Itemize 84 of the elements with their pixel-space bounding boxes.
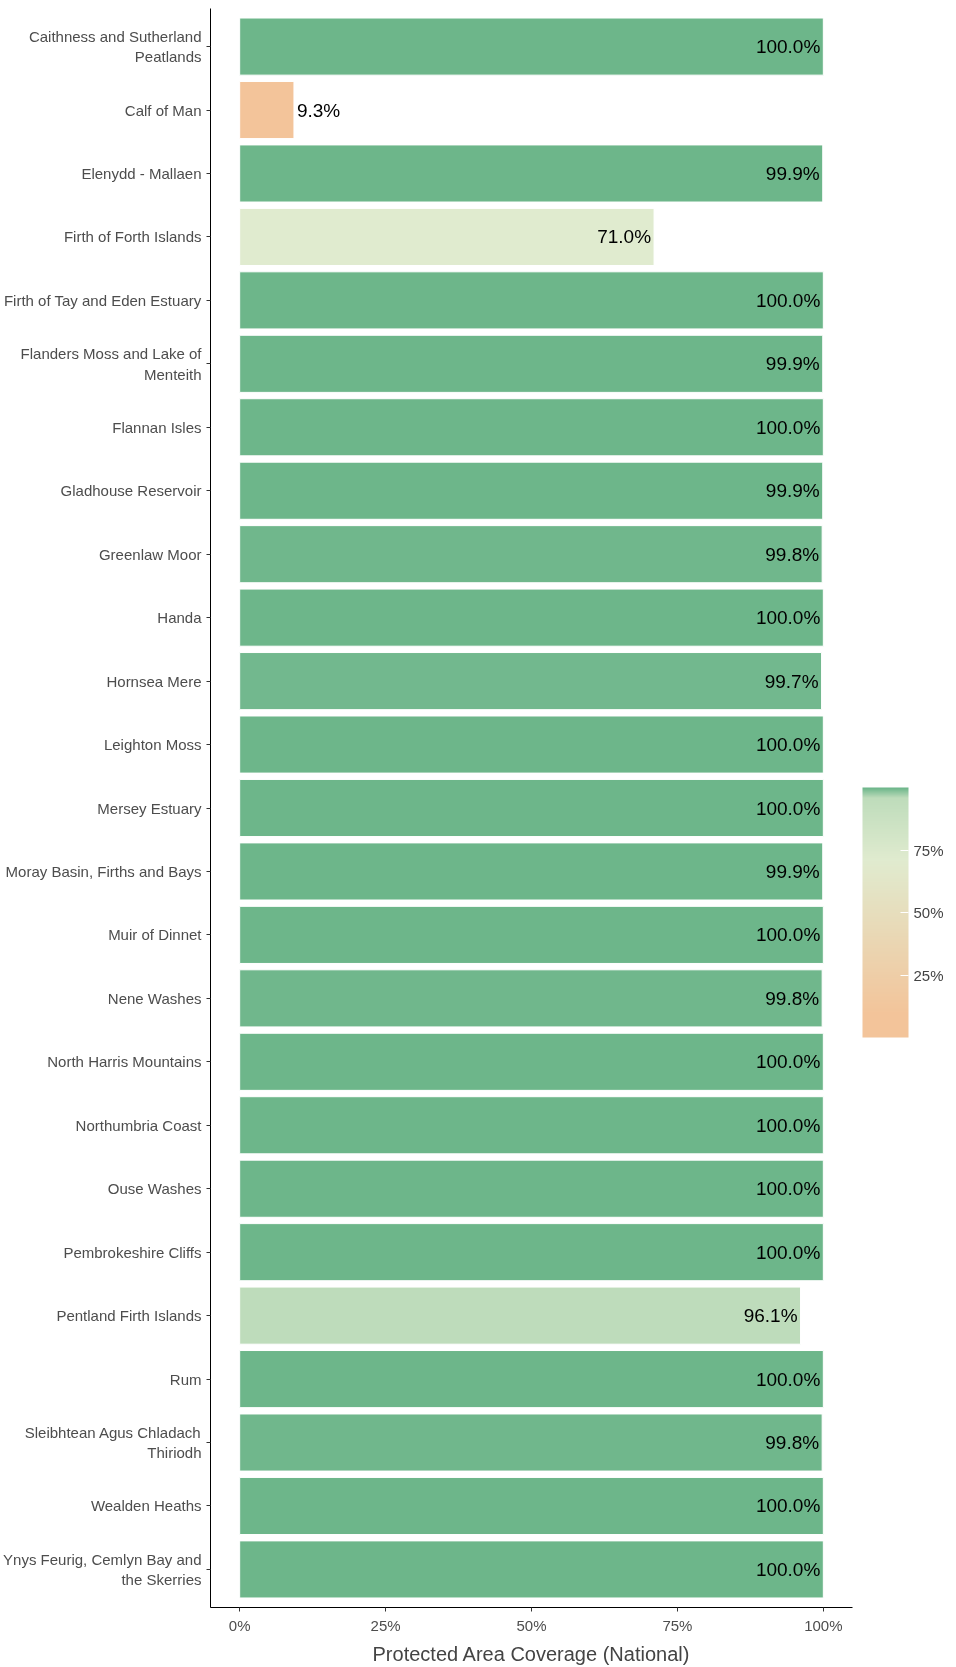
bar [239,144,824,203]
data-label: 99.9% [765,480,820,502]
y-tick-label: Muir of Dinnet [108,926,203,944]
x-tick-label: 0% [228,1616,251,1634]
color-bar-label: 75% [913,841,944,859]
data-label: 100.0% [755,1051,821,1073]
y-tick-label: Mersey Estuary [97,799,202,817]
data-label: 100.0% [755,1495,821,1517]
data-label: 71.0% [597,226,652,248]
y-tick-label: Greenlaw Moor [98,545,202,563]
data-label: 99.9% [765,860,820,882]
y-tick-label: Caithness and Sutherland Peatlands [28,27,202,66]
y-tick-label: Flanders Moss and Lake of Menteith [20,345,203,383]
bar [239,1223,824,1282]
bar [239,969,823,1028]
bar [239,1096,824,1155]
data-label: 100.0% [755,607,821,629]
bar [239,1540,824,1599]
x-tick-label: 50% [516,1616,547,1634]
data-label: 99.7% [764,670,819,692]
data-label: 100.0% [755,1241,821,1263]
x-tick-label: 25% [370,1616,401,1634]
bar [239,207,655,266]
bar [239,80,295,140]
data-label: 100.0% [755,289,821,311]
data-label: 100.0% [755,797,821,819]
bar [239,1350,824,1409]
data-label: 100.0% [755,1368,821,1390]
bar [239,1476,824,1536]
bar [239,652,823,711]
y-tick-label: Elenydd - Mallaen [81,164,202,182]
data-label: 100.0% [755,1178,821,1200]
y-tick-label: Moray Basin, Firths and Bays [5,862,202,880]
bar [239,842,824,901]
bar [239,1413,823,1472]
data-label: 100.0% [755,734,821,756]
color-bar-label: 50% [913,904,944,921]
bar [239,461,824,520]
bar [239,715,824,774]
y-tick-label: Flannan Isles [112,418,202,436]
bar [239,905,824,964]
y-tick-label: Sleibhtean Agus Chladach Thiriodh [24,1423,202,1462]
data-label: 99.9% [765,162,820,184]
bar [239,1032,824,1091]
bar [239,271,824,330]
y-tick-label: Hornsea Mere [106,672,202,690]
y-tick-label: Ouse Washes [107,1180,202,1198]
y-tick-label: Gladhouse Reservoir [60,482,202,500]
y-tick-label: Rum [169,1370,202,1388]
x-tick-label: 75% [662,1616,693,1634]
data-label: 100.0% [755,416,821,438]
data-label: 99.8% [765,1432,820,1454]
y-tick-label: Leighton Moss [103,736,202,754]
data-label: 99.8% [765,987,820,1009]
x-axis-title: Protected Area Coverage (National) [372,1642,690,1665]
data-label: 99.8% [765,543,820,565]
color-bar-label: 25% [913,966,944,984]
y-tick-label: Ynys Feurig, Cemlyn Bay and the Skerries [3,1550,202,1589]
x-tick-label: 100% [804,1616,843,1634]
y-tick-label: Handa [157,609,203,627]
bar [239,1159,824,1218]
data-label: 100.0% [755,924,821,946]
y-tick-label: Northumbria Coast [75,1116,203,1134]
data-label: 100.0% [755,36,821,58]
data-label: 100.0% [755,1114,821,1136]
y-tick-label: Calf of Man [124,101,202,119]
y-tick-label: Wealden Heaths [90,1497,202,1515]
data-label: 100.0% [755,1558,821,1580]
bar [239,588,824,647]
bar [239,525,823,584]
y-tick-label: Nene Washes [107,989,202,1007]
y-tick-label: Firth of Forth Islands [63,228,202,246]
y-tick-label: Firth of Tay and Eden Estuary [3,291,202,309]
bar [239,778,824,838]
y-tick-label: Pentland Firth Islands [56,1307,202,1325]
data-label: 9.3% [296,99,341,121]
bar [239,398,824,457]
y-tick-label: Pembrokeshire Cliffs [63,1243,202,1261]
bar [239,1286,802,1345]
bar [239,334,824,393]
y-tick-label: North Harris Mountains [47,1053,202,1071]
data-label: 99.9% [765,353,820,375]
bar [239,17,824,76]
data-label: 96.1% [743,1305,798,1327]
